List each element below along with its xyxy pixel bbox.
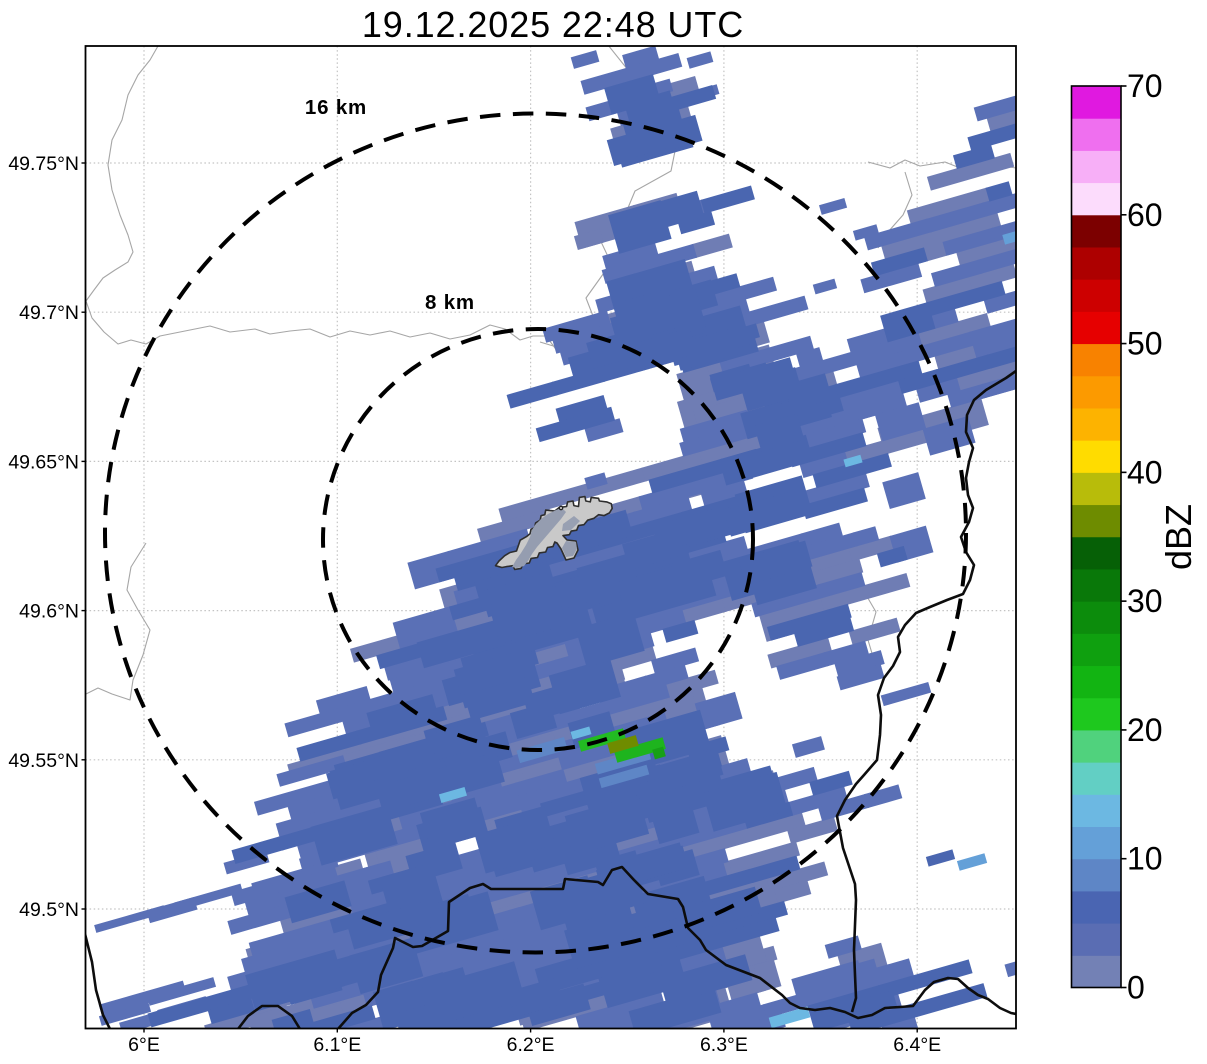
svg-text:49.5°N: 49.5°N (19, 899, 79, 921)
svg-text:6.1°E: 6.1°E (313, 1034, 361, 1056)
svg-text:50: 50 (1127, 326, 1163, 362)
svg-text:0: 0 (1127, 970, 1145, 1006)
svg-text:49.6°N: 49.6°N (19, 601, 79, 623)
svg-text:6°E: 6°E (128, 1034, 160, 1056)
svg-text:30: 30 (1127, 583, 1163, 619)
svg-text:6.3°E: 6.3°E (700, 1034, 748, 1056)
svg-text:49.75°N: 49.75°N (8, 153, 79, 175)
svg-text:6.4°E: 6.4°E (893, 1034, 941, 1056)
svg-text:19.12.2025 22:48 UTC: 19.12.2025 22:48 UTC (362, 4, 744, 45)
svg-text:10: 10 (1127, 841, 1163, 877)
svg-text:40: 40 (1127, 454, 1163, 490)
svg-text:20: 20 (1127, 712, 1163, 748)
svg-text:16 km: 16 km (305, 96, 367, 119)
svg-text:49.65°N: 49.65°N (8, 451, 79, 473)
svg-text:49.55°N: 49.55°N (8, 750, 79, 772)
svg-text:dBZ: dBZ (1158, 504, 1199, 570)
svg-text:49.7°N: 49.7°N (19, 302, 79, 324)
svg-text:8 km: 8 km (425, 291, 475, 314)
svg-text:70: 70 (1127, 68, 1163, 104)
svg-text:60: 60 (1127, 197, 1163, 233)
svg-text:6.2°E: 6.2°E (507, 1034, 555, 1056)
